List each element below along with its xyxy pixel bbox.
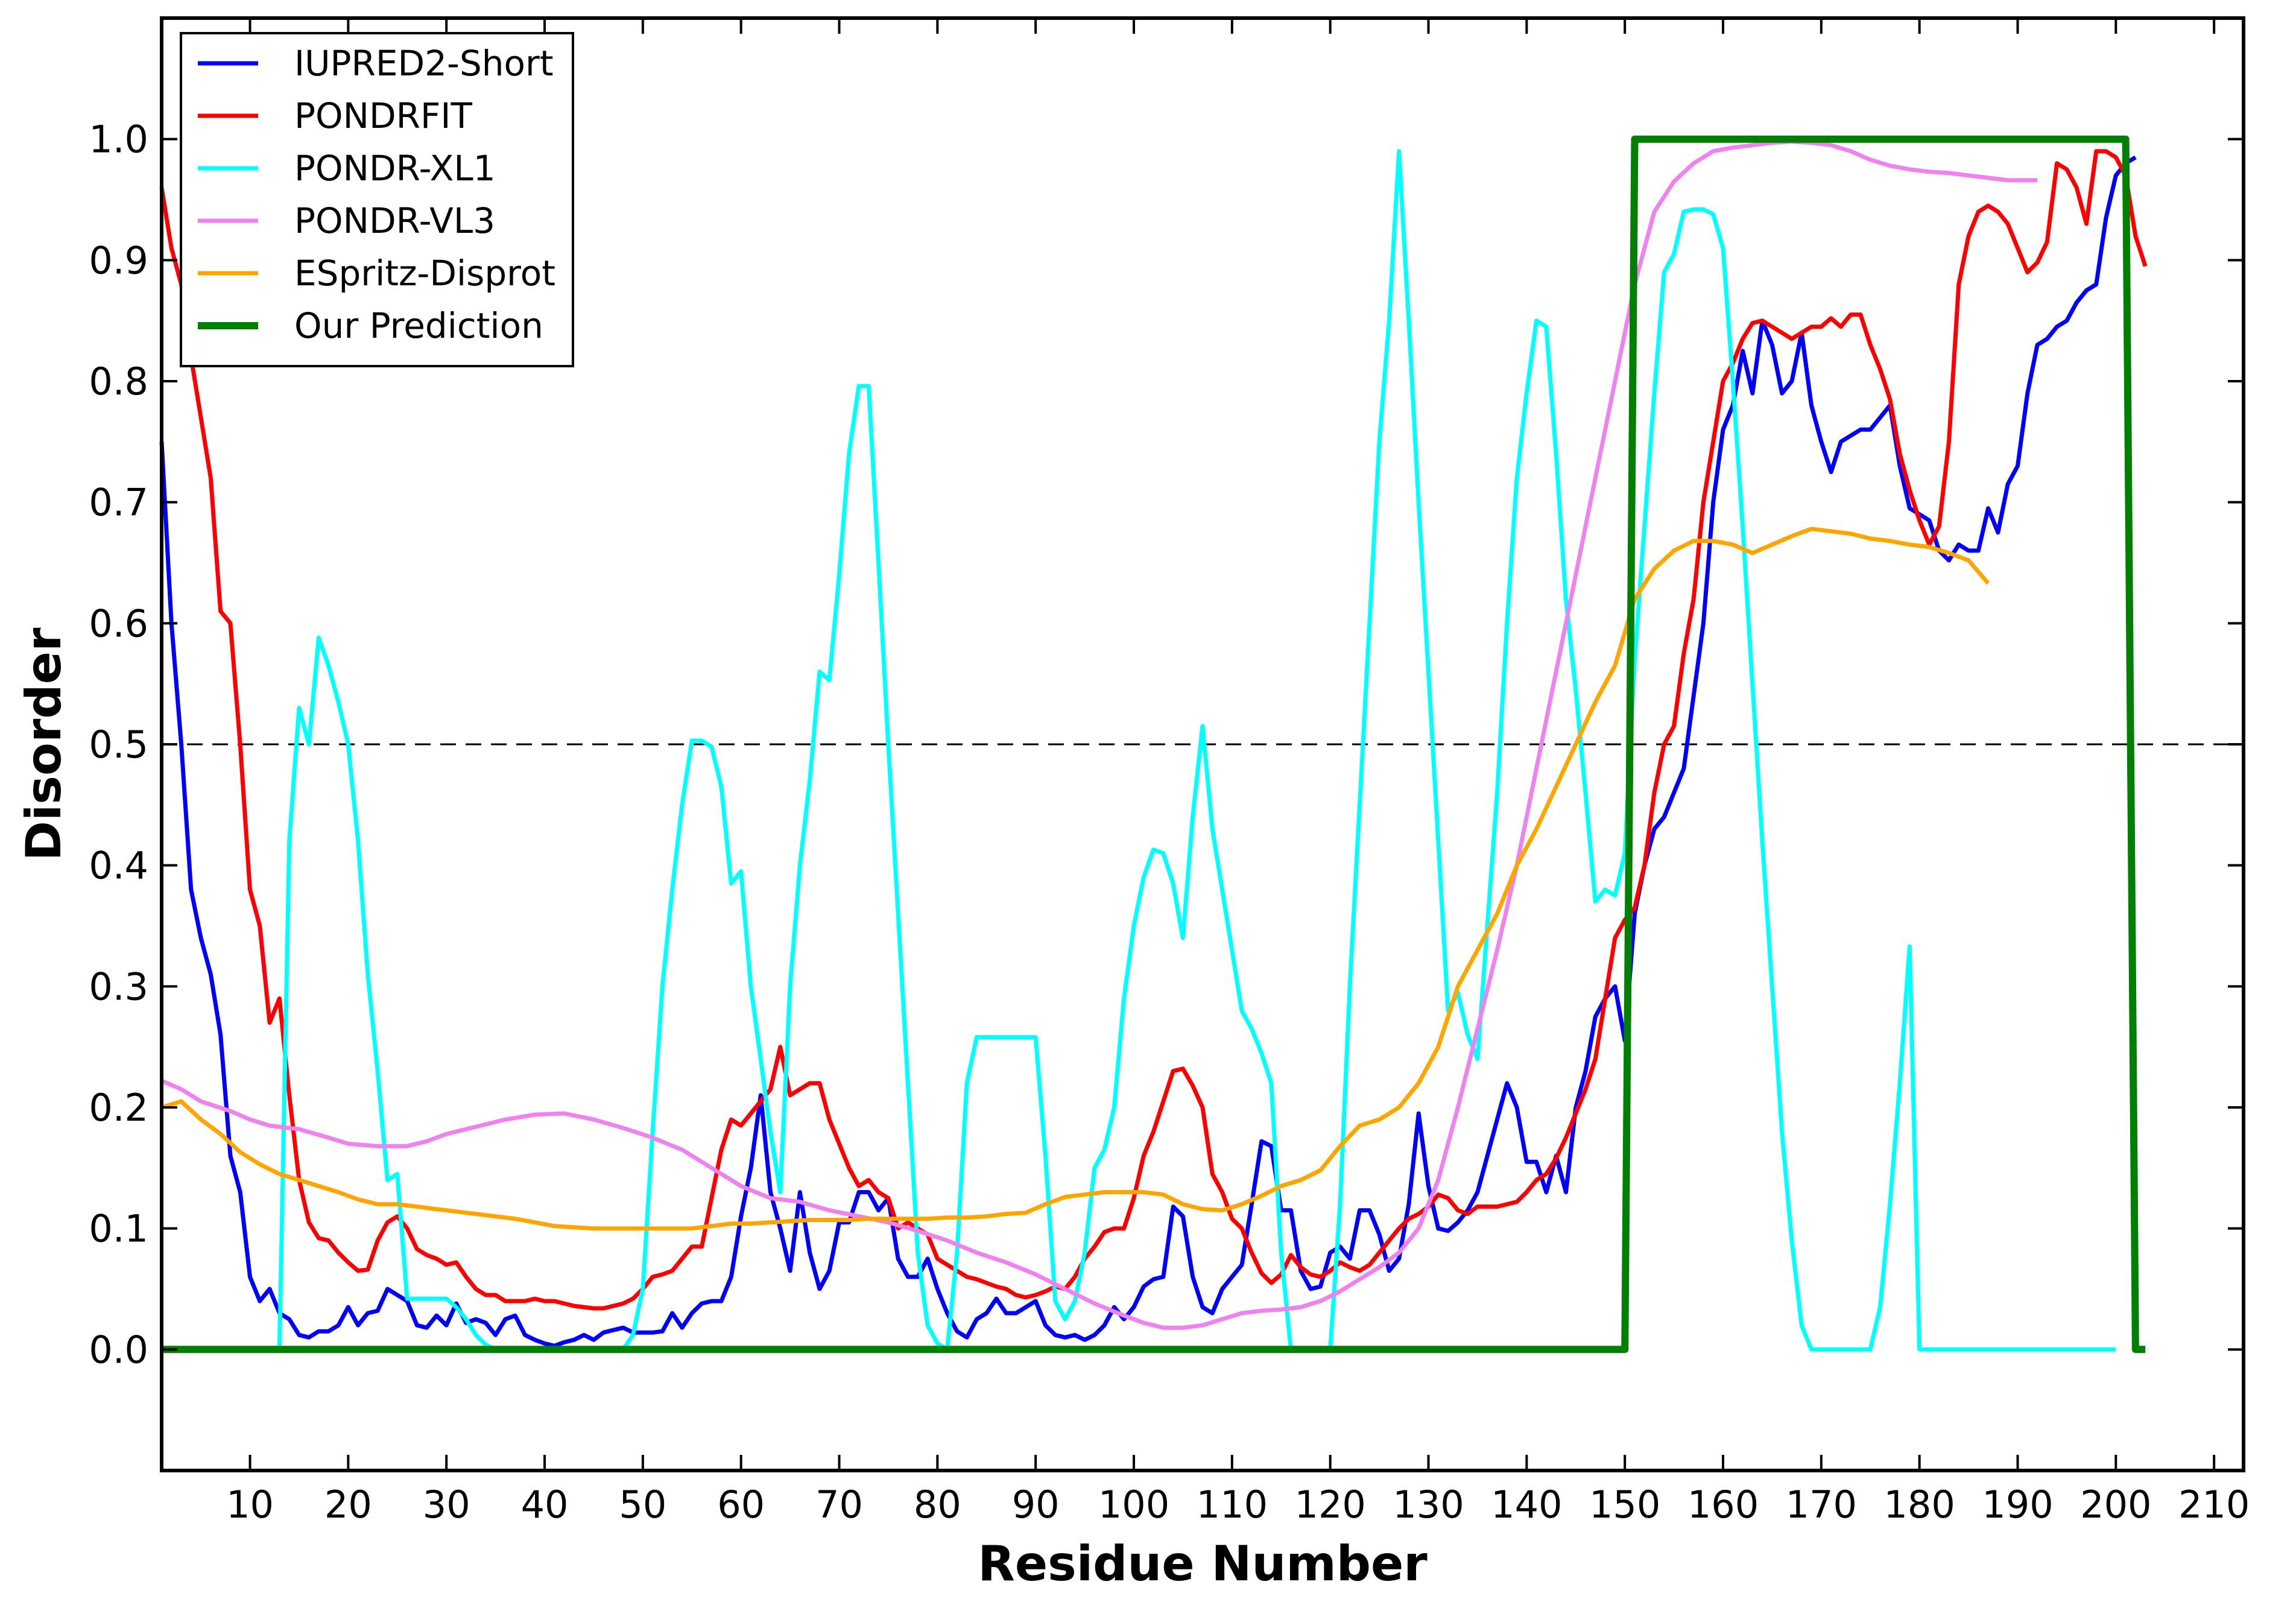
x-tick-label: 100 xyxy=(1098,1483,1169,1527)
y-tick-label: 1.0 xyxy=(89,118,148,162)
series-line-pondr-xl1 xyxy=(277,149,2116,1352)
x-tick-label: 160 xyxy=(1687,1483,1759,1527)
x-tick-label: 80 xyxy=(914,1483,961,1527)
y-tick-label: 0.4 xyxy=(89,844,148,888)
y-tick-label: 0.7 xyxy=(89,481,148,525)
x-tick-label: 120 xyxy=(1295,1483,1366,1527)
x-tick-label: 130 xyxy=(1393,1483,1464,1527)
x-tick-label: 70 xyxy=(815,1483,863,1527)
x-tick-label: 210 xyxy=(2178,1483,2250,1527)
x-tick-label: 180 xyxy=(1883,1483,1955,1527)
x-tick-label: 40 xyxy=(521,1483,569,1527)
x-tick-label: 10 xyxy=(226,1483,274,1527)
legend-label: Our Prediction xyxy=(294,305,543,346)
series-line-espritz-disprot xyxy=(160,527,1990,1231)
y-tick-label: 0.9 xyxy=(89,238,148,282)
series-line-iupred2-short xyxy=(159,155,2137,1348)
legend-label: IUPRED2-Short xyxy=(294,43,554,84)
y-tick-label: 0.0 xyxy=(89,1328,148,1372)
x-tick-label: 200 xyxy=(2080,1483,2151,1527)
legend: IUPRED2-Short PONDRFIT PONDR-XL1 PONDR-VL3 E… xyxy=(180,32,574,367)
x-axis-title: Residue Number xyxy=(978,1536,1428,1592)
y-tick-label: 0.1 xyxy=(89,1207,148,1251)
legend-label: PONDR-XL1 xyxy=(294,148,496,189)
x-tick-label: 90 xyxy=(1012,1483,1060,1527)
y-tick-label: 0.5 xyxy=(89,723,148,767)
x-tick-label: 150 xyxy=(1589,1483,1660,1527)
axes-layer: 10 20 30 40 50 60 70 80 90 100 110 120 130 140 150 160 1… xyxy=(89,16,2250,1527)
x-tick-label: 20 xyxy=(324,1483,372,1527)
legend-label: ESpritz-Disprot xyxy=(294,253,555,294)
series-layer xyxy=(159,135,2148,1354)
x-tick-label: 170 xyxy=(1786,1483,1857,1527)
series-line-our-prediction xyxy=(162,135,2146,1354)
x-tick-label: 140 xyxy=(1491,1483,1562,1527)
y-tick-label: 0.8 xyxy=(89,359,148,404)
legend-box xyxy=(180,32,574,367)
y-tick-label: 0.2 xyxy=(89,1086,148,1130)
x-tick-label: 60 xyxy=(717,1483,765,1527)
y-tick-label: 0.6 xyxy=(89,601,148,645)
legend-label: PONDR-VL3 xyxy=(294,200,495,241)
x-tick-label: 30 xyxy=(423,1483,470,1527)
y-axis-title: Disorder xyxy=(16,627,72,861)
x-tick-label: 190 xyxy=(1982,1483,2053,1527)
x-tick-label: 50 xyxy=(619,1483,666,1527)
x-tick-label: 110 xyxy=(1197,1483,1268,1527)
legend-label: PONDRFIT xyxy=(294,95,472,136)
series-line-pondrfit xyxy=(159,149,2148,1311)
y-tick-label: 0.3 xyxy=(89,964,148,1008)
